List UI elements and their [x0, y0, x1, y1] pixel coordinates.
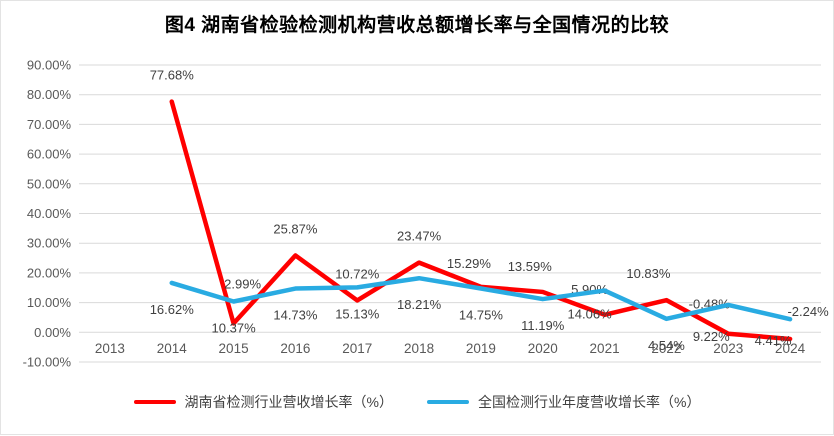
chart-legend: 湖南省检测行业营收增长率（%） 全国检测行业年度营收增长率（%）: [1, 387, 833, 417]
y-axis-tick-label: 10.00%: [27, 295, 72, 310]
data-label: 15.29%: [447, 256, 492, 271]
y-axis-tick-label: 20.00%: [27, 265, 72, 280]
chart-title: 图4 湖南省检验检测机构营收总额增长率与全国情况的比较: [164, 14, 670, 36]
data-label: 15.13%: [335, 306, 380, 321]
data-label: 11.19%: [521, 318, 565, 333]
legend-label-hunan: 湖南省检测行业营收增长率（%）: [184, 394, 393, 410]
data-label: -2.24%: [787, 304, 829, 319]
national-series-line: [169, 275, 793, 322]
x-axis-tick-label: 2016: [280, 341, 310, 356]
data-label: 10.83%: [626, 266, 671, 281]
x-axis-tick-label: 2017: [342, 341, 372, 356]
y-axis-tick-label: 70.00%: [27, 117, 72, 132]
national-series-swatch: [427, 400, 469, 404]
data-label: 18.21%: [397, 297, 442, 312]
x-axis-tick-label: 2018: [404, 341, 434, 356]
data-label: 25.87%: [273, 221, 318, 236]
x-axis-tick-label: 2023: [713, 341, 743, 356]
y-axis-tick-label: -10.00%: [23, 355, 72, 370]
data-label: 10.37%: [212, 321, 257, 336]
data-label: 14.73%: [273, 308, 318, 323]
x-axis-tick-label: 2013: [95, 341, 125, 356]
x-axis-tick-label: 2024: [775, 341, 806, 356]
legend-item-national: 全国检测行业年度营收增长率（%）: [427, 392, 700, 412]
data-label: 14.75%: [459, 307, 504, 322]
x-axis-tick-label: 2014: [157, 341, 188, 356]
x-axis-tick-label: 2022: [651, 341, 681, 356]
data-label: 4.41%: [755, 333, 792, 348]
y-axis-tick-label: 80.00%: [27, 87, 72, 102]
data-label: 4.54%: [648, 338, 685, 353]
data-label: 13.59%: [508, 259, 553, 274]
x-axis-tick-label: 2015: [219, 341, 249, 356]
y-axis-tick-label: 60.00%: [27, 147, 72, 162]
data-label: 2.99%: [224, 276, 261, 291]
data-label: 9.22%: [693, 329, 730, 344]
legend-item-hunan: 湖南省检测行业营收增长率（%）: [133, 392, 393, 412]
y-axis-tick-label: 50.00%: [27, 176, 72, 191]
data-label: 77.68%: [150, 68, 195, 83]
data-label: 16.62%: [150, 302, 195, 317]
y-axis-tick-label: 0.00%: [34, 325, 71, 340]
hunan-series-swatch: [133, 400, 176, 404]
x-axis-tick-label: 2021: [590, 341, 620, 356]
data-label: 10.72%: [335, 266, 380, 281]
y-axis-tick-label: 40.00%: [27, 206, 72, 221]
x-axis-tick-label: 2020: [528, 341, 558, 356]
y-axis-tick-label: 90.00%: [27, 58, 72, 73]
x-axis-tick-label: 2019: [466, 341, 496, 356]
y-axis-tick-label: 30.00%: [27, 236, 72, 251]
data-label: 14.06%: [568, 307, 613, 322]
legend-label-national: 全国检测行业年度营收增长率（%）: [478, 394, 701, 410]
data-label: 23.47%: [397, 229, 442, 244]
